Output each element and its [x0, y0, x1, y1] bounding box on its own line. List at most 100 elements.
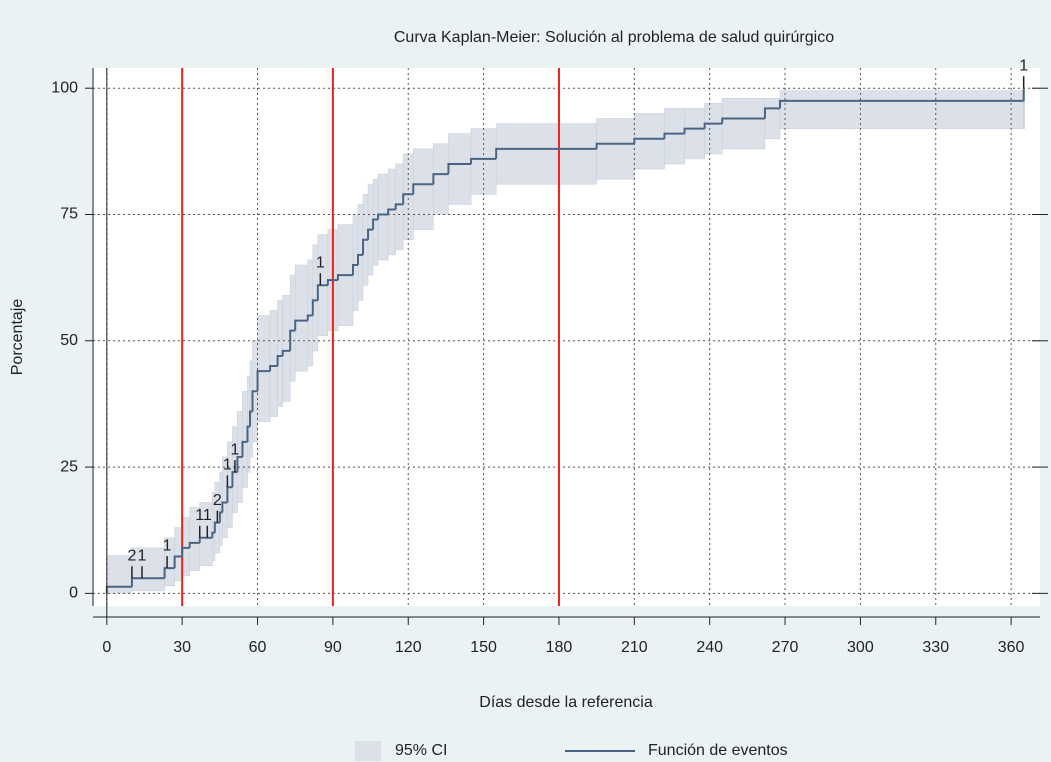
survival-step: [248, 410, 253, 427]
ci-band: [704, 103, 723, 155]
survival-step: [357, 253, 364, 266]
survival-step: [246, 425, 250, 442]
censor-count: 2: [127, 547, 136, 564]
censor-count: 1: [230, 441, 239, 458]
survival-step: [412, 183, 434, 195]
censor-count: 1: [138, 547, 147, 564]
x-tick-label: 330: [922, 639, 949, 656]
chart-title: Curva Kaplan-Meier: Solución al problema…: [394, 29, 834, 46]
survival-step: [130, 577, 165, 587]
survival-step: [362, 238, 369, 255]
survival-step: [351, 264, 359, 276]
reference-layer: [181, 68, 560, 606]
survival-step: [387, 208, 396, 215]
ci-band: [395, 163, 404, 251]
censor-count: 1: [1019, 57, 1028, 74]
censor-count: 1: [203, 507, 212, 524]
ci-band: [433, 143, 449, 215]
survival-step: [394, 203, 404, 210]
survival-step: [306, 314, 313, 321]
survival-step: [495, 147, 597, 159]
survival-step: [721, 117, 765, 124]
x-tick-label: 360: [998, 639, 1025, 656]
survival-step: [221, 501, 228, 513]
survival-step: [281, 349, 291, 356]
survival-step: [470, 157, 497, 164]
ci-band: [257, 315, 271, 422]
y-tick-label: 75: [60, 206, 78, 223]
ci-band: [181, 517, 191, 576]
ci-band: [131, 547, 165, 592]
x-tick-label: 60: [249, 639, 267, 656]
legend-swatch: [355, 741, 381, 761]
survival-step: [269, 365, 278, 372]
ci-band: [448, 133, 472, 205]
survival-step: [163, 567, 175, 579]
survival-step: [402, 193, 414, 205]
legend-label: 95% CI: [395, 742, 447, 759]
ci-band: [282, 295, 291, 402]
survival-step: [336, 274, 353, 281]
survival-step: [198, 536, 213, 543]
survival-step: [367, 228, 374, 240]
ci-band: [294, 264, 309, 372]
ci-band: [495, 123, 597, 185]
survival-step: [231, 471, 238, 488]
y-tick-label: 25: [60, 458, 78, 475]
survival-step: [181, 546, 190, 557]
survival-step: [256, 370, 271, 392]
survival-step: [188, 541, 200, 548]
y-tick-label: 0: [69, 585, 78, 602]
censor-count: 1: [223, 457, 232, 474]
x-tick-label: 30: [173, 639, 191, 656]
survival-step: [683, 127, 705, 134]
x-tick-label: 270: [772, 639, 799, 656]
survival-step: [311, 299, 318, 316]
survival-step: [663, 132, 685, 139]
survival-step: [595, 142, 635, 149]
survival-step: [633, 137, 665, 144]
survival-step: [779, 99, 1024, 109]
survival-step: [703, 122, 723, 129]
survival-step: [432, 173, 449, 185]
x-tick-label: 90: [324, 639, 342, 656]
survival-step: [372, 218, 379, 230]
survival-step: [377, 213, 389, 220]
legend-label: Función de eventos: [648, 742, 788, 759]
ci-band: [684, 108, 705, 160]
y-tick-label: 100: [51, 79, 78, 96]
censor-count: 1: [163, 537, 172, 554]
survival-step: [173, 555, 183, 569]
ci-band: [377, 173, 389, 261]
x-tick-label: 210: [621, 639, 648, 656]
axes-layer: 0 30 60 90 120 150 180 210 240 270 300 330 360 0 25 50 7…: [51, 68, 1048, 656]
survival-step: [276, 354, 283, 367]
survival-step: [763, 107, 781, 119]
survival-step: [241, 440, 248, 457]
y-axis-title: Porcentaje: [9, 299, 26, 376]
x-tick-label: 180: [546, 639, 573, 656]
x-axis-title: Días desde la referencia: [479, 694, 653, 711]
ci-band: [721, 98, 766, 150]
survival-step: [326, 279, 338, 286]
y-tick-label: 50: [60, 332, 78, 349]
x-tick-label: 150: [470, 639, 497, 656]
ci-band: [779, 90, 1024, 129]
survival-step: [251, 390, 258, 412]
censor-count: 2: [213, 492, 222, 509]
survival-step: [218, 511, 223, 523]
ci-band: [764, 98, 781, 140]
ci-band: [412, 148, 434, 230]
ci-band: [174, 527, 183, 582]
survival-step: [236, 455, 243, 473]
ci-band: [634, 113, 665, 170]
ci-band: [596, 118, 635, 180]
ci-band: [269, 310, 278, 417]
ci-band: [387, 168, 396, 256]
band-layer: [106, 87, 1025, 594]
censor-count: 1: [316, 254, 325, 271]
survival-step: [316, 284, 328, 301]
x-tick-label: 300: [847, 639, 874, 656]
